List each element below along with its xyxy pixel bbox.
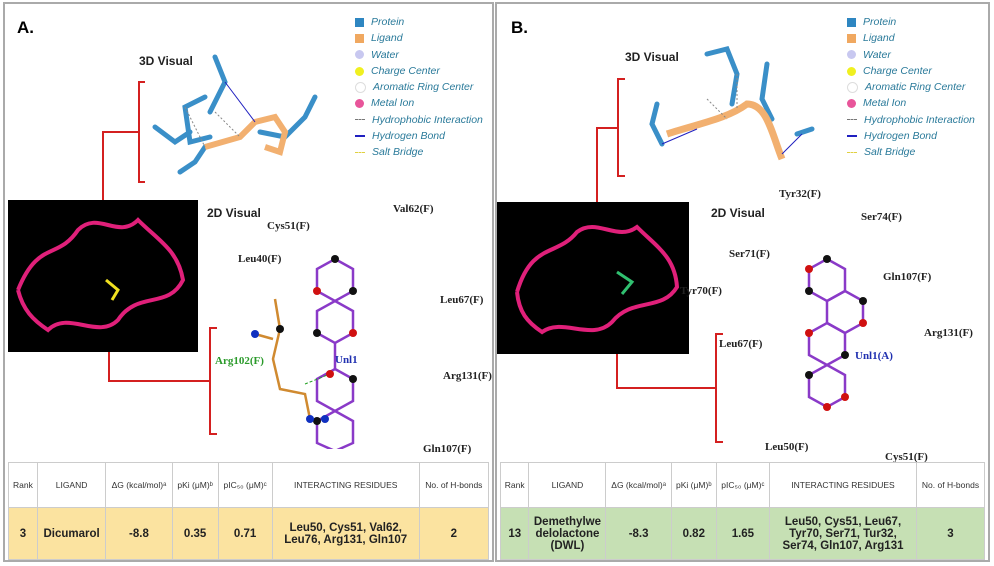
protein-swatch-icon — [355, 17, 364, 27]
aromatic-swatch-icon — [847, 81, 858, 93]
aromatic-swatch-icon — [355, 81, 366, 93]
table-cell: 0.35 — [171, 507, 219, 560]
table-cell: 3 — [915, 507, 986, 560]
legend-line-hydrophobic: Hydrophobic Interaction — [847, 112, 975, 128]
table-cell: pIC₅₀ (μM)ᶜ — [217, 462, 273, 508]
connector-brackets — [596, 78, 723, 443]
legend-item-aromatic: Aromatic Ring Center — [355, 79, 483, 95]
table-cell: Leu50, Cys51, Val62, Leu76, Arg131, Gln1… — [271, 507, 420, 560]
legend-item-water: Water — [847, 47, 975, 63]
charge-swatch-icon — [847, 66, 856, 76]
legend: Protein Ligand Water Charge Center Aroma… — [847, 14, 975, 161]
table-cell: 1.65 — [715, 507, 770, 560]
legend-line-hbond: Hydrogen Bond — [847, 128, 975, 144]
3d-interaction-view — [152, 54, 318, 175]
table-cell: No. of H-bonds — [418, 462, 490, 508]
charge-swatch-icon — [355, 66, 364, 76]
residue-label: Cys51(F) — [885, 451, 928, 463]
panel-b: B. 3D Visual 2D Visual Protein Ligand Wa… — [495, 2, 990, 562]
table-cell: No. of H-bonds — [915, 462, 986, 508]
protein-structure-image — [497, 202, 689, 354]
table-cell: pKi (μM)ᵇ — [670, 462, 717, 508]
residue-label: Leu50(F) — [765, 441, 809, 453]
legend-item-charge: Charge Center — [355, 63, 483, 79]
residue-label: Leu67(F) — [719, 338, 763, 350]
legend-line-hydrophobic: Hydrophobic Interaction — [355, 112, 483, 128]
residue-label: Arg102(F) — [215, 355, 264, 367]
ligand-label: Unl1(A) — [855, 350, 893, 362]
table-cell: Demethylwe delolactone (DWL) — [528, 507, 607, 560]
metal-swatch-icon — [355, 99, 364, 109]
table-row: 13 Demethylwe delolactone (DWL) -8.3 0.82 1.… — [499, 507, 986, 560]
2d-interaction-diagram — [251, 255, 357, 449]
legend-item-metal: Metal Ion — [847, 95, 975, 111]
residue-label: Arg131(F) — [443, 370, 492, 382]
legend-item-protein: Protein — [355, 14, 483, 30]
legend-item-charge: Charge Center — [847, 63, 975, 79]
table-cell: 3 — [8, 507, 38, 560]
protein-structure-image — [8, 200, 198, 352]
table-cell: -8.3 — [605, 507, 672, 560]
label-3d-visual: 3D Visual — [625, 50, 679, 64]
table-cell: pIC₅₀ (μM)ᶜ — [715, 462, 770, 508]
residue-label: Val62(F) — [393, 203, 434, 215]
residue-label: Arg131(F) — [924, 327, 973, 339]
legend-line-salt: Salt Bridge — [847, 144, 975, 160]
legend-item-water: Water — [355, 47, 483, 63]
docking-table: Rank LIGAND ΔG (kcal/mol)ᵃ pKi (μM)ᵇ pIC₅₀ (… — [499, 462, 986, 560]
legend-item-metal: Metal Ion — [355, 95, 483, 111]
table-cell: Dicumarol — [36, 507, 107, 560]
legend-item-ligand: Ligand — [355, 30, 483, 46]
table-row: 3 Dicumarol -8.8 0.35 0.71 Leu50, Cys51, Val6… — [8, 507, 490, 560]
water-swatch-icon — [355, 50, 364, 60]
residue-label: Leu40(F) — [238, 253, 282, 265]
3d-interaction-view — [649, 46, 815, 161]
residue-label: Tyr32(F) — [779, 188, 821, 200]
ligand-swatch-icon — [355, 33, 364, 43]
residue-label: Ser74(F) — [861, 211, 902, 223]
panel-letter: B. — [511, 18, 528, 37]
water-swatch-icon — [847, 50, 856, 60]
panel-a: A. 3D Visual 2D Visual Protein Ligand Wa… — [3, 2, 494, 562]
table-cell: Rank — [8, 462, 38, 508]
table-cell: Rank — [499, 462, 530, 508]
connector-brackets — [102, 81, 217, 435]
residue-label: Tyr70(F) — [680, 285, 722, 297]
legend-item-ligand: Ligand — [847, 30, 975, 46]
table-cell: 2 — [418, 507, 490, 560]
protein-swatch-icon — [847, 17, 856, 27]
label-2d-visual: 2D Visual — [711, 206, 765, 220]
residue-label: Leu67(F) — [440, 294, 484, 306]
table-cell: ΔG (kcal/mol)ᵃ — [105, 462, 173, 508]
ligand-swatch-icon — [847, 33, 856, 43]
panel-letter: A. — [17, 18, 34, 37]
table-cell: Leu50, Cys51, Leu67, Tyr70, Ser71, Tur32… — [768, 507, 917, 560]
legend-line-hbond: Hydrogen Bond — [355, 128, 483, 144]
label-2d-visual: 2D Visual — [207, 206, 261, 220]
table-cell: ΔG (kcal/mol)ᵃ — [605, 462, 672, 508]
ligand-label: Unl1 — [335, 354, 358, 366]
residue-label: Cys51(F) — [267, 220, 310, 232]
table-cell: LIGAND — [528, 462, 607, 508]
table-cell: INTERACTING RESIDUES — [768, 462, 917, 508]
table-cell: LIGAND — [36, 462, 107, 508]
residue-label: Gln107(F) — [423, 443, 472, 455]
2d-interaction-diagram — [805, 255, 867, 411]
table-cell: pKi (μM)ᵇ — [171, 462, 219, 508]
table-cell: 13 — [499, 507, 530, 560]
residue-label: Gln107(F) — [883, 271, 932, 283]
legend: Protein Ligand Water Charge Center Aroma… — [355, 14, 483, 161]
legend-item-protein: Protein — [847, 14, 975, 30]
metal-swatch-icon — [847, 99, 856, 109]
table-cell: -8.8 — [105, 507, 173, 560]
table-cell: 0.71 — [217, 507, 273, 560]
label-3d-visual: 3D Visual — [139, 54, 193, 68]
table-cell: 0.82 — [670, 507, 717, 560]
table-cell: INTERACTING RESIDUES — [271, 462, 420, 508]
docking-table: Rank LIGAND ΔG (kcal/mol)ᵃ pKi (μM)ᵇ pIC₅₀ (… — [8, 462, 490, 560]
legend-line-salt: Salt Bridge — [355, 144, 483, 160]
legend-item-aromatic: Aromatic Ring Center — [847, 79, 975, 95]
residue-label: Ser71(F) — [729, 248, 770, 260]
